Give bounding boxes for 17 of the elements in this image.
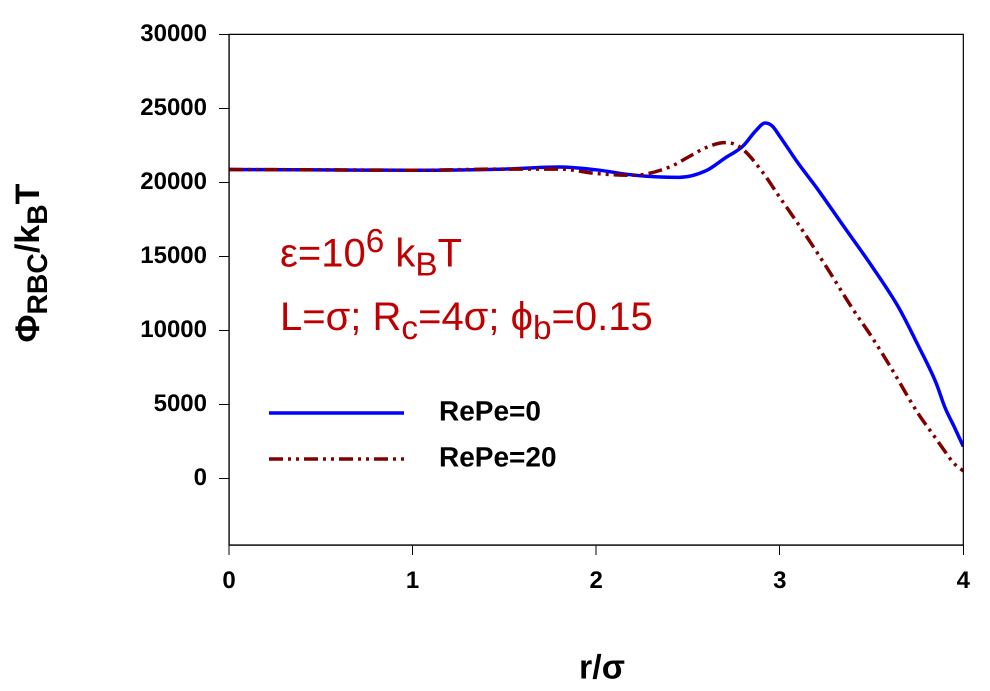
x-tick-label: 1 xyxy=(406,567,420,594)
y-tick-label: 30000 xyxy=(140,20,207,48)
x-tick-label: 4 xyxy=(956,567,971,594)
annotation: L=σ; R$_{c}$=4σ; ϕ$_{b}$=0.15 xyxy=(280,295,653,348)
y-tick-label: 0 xyxy=(194,464,207,492)
legend-label: RePe=0 xyxy=(439,396,541,427)
y-tick-label: 15000 xyxy=(140,242,207,270)
legend-label: RePe=20 xyxy=(439,442,557,473)
x-axis-title: r/σ xyxy=(579,648,625,688)
annotation: ε=10$^{6}$ k$_{B}$T xyxy=(280,223,462,284)
y-tick-label: 25000 xyxy=(140,94,207,122)
x-tick-label: 2 xyxy=(589,567,603,594)
x-tick-label: 3 xyxy=(773,567,786,594)
x-tick-label: 0 xyxy=(222,567,236,594)
y-tick-label: 10000 xyxy=(140,316,207,344)
y-tick-label: 5000 xyxy=(154,390,207,418)
y-tick-label: 20000 xyxy=(140,168,207,196)
